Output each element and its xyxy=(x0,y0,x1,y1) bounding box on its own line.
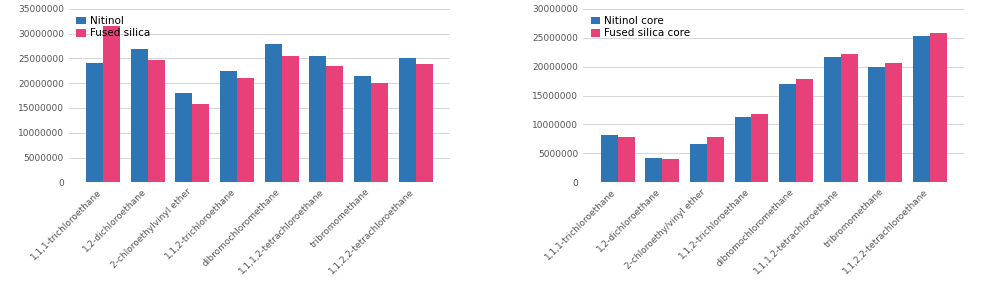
Bar xyxy=(175,93,193,182)
Bar xyxy=(913,36,930,182)
Bar xyxy=(265,44,281,182)
Bar xyxy=(131,49,148,182)
Bar xyxy=(415,64,433,182)
Bar xyxy=(237,78,254,182)
Bar xyxy=(707,137,724,182)
Bar xyxy=(840,54,858,182)
Bar xyxy=(193,104,210,182)
Bar xyxy=(779,84,796,182)
Bar xyxy=(930,33,947,182)
Bar xyxy=(600,136,618,182)
Legend: Nitinol core, Fused silica core: Nitinol core, Fused silica core xyxy=(588,14,693,40)
Bar xyxy=(618,137,635,182)
Legend: Nitinol, Fused silica: Nitinol, Fused silica xyxy=(74,14,153,40)
Bar xyxy=(371,83,388,182)
Bar xyxy=(87,63,103,182)
Bar xyxy=(646,158,662,182)
Bar xyxy=(148,60,164,182)
Bar xyxy=(690,144,707,182)
Bar xyxy=(734,117,752,182)
Bar xyxy=(309,56,327,182)
Bar xyxy=(281,56,299,182)
Bar xyxy=(752,114,769,182)
Bar xyxy=(824,57,840,182)
Bar xyxy=(886,63,902,182)
Bar xyxy=(796,79,813,182)
Bar xyxy=(399,59,415,182)
Bar xyxy=(869,67,886,182)
Bar xyxy=(662,158,679,182)
Bar xyxy=(354,76,371,182)
Bar xyxy=(220,71,237,182)
Bar xyxy=(103,26,120,182)
Bar xyxy=(327,66,343,182)
